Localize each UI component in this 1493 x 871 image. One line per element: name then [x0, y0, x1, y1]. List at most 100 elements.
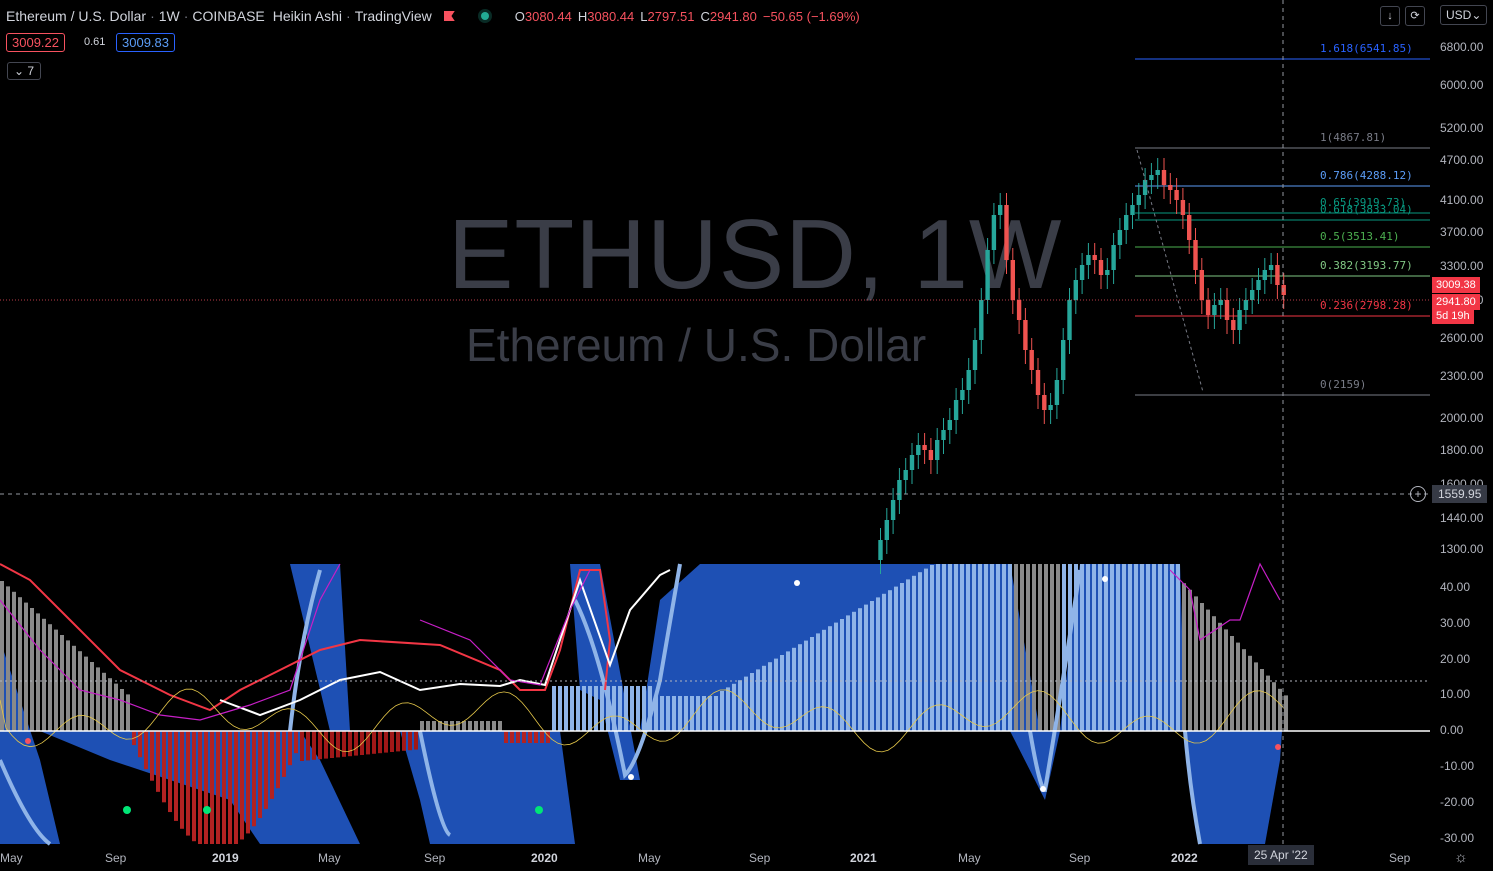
histogram-bar: [618, 686, 622, 731]
histogram-bar: [402, 731, 406, 751]
histogram-bar: [1224, 629, 1228, 731]
candle-body: [1105, 270, 1110, 275]
histogram-bar: [330, 731, 334, 758]
candle-body: [1016, 300, 1022, 320]
histogram-bar: [1068, 564, 1072, 731]
watermark-symbol: ETHUSD, 1W: [448, 199, 1063, 309]
histogram-bar: [354, 731, 358, 756]
histogram-bar: [1014, 564, 1018, 731]
add-alert-icon[interactable]: +: [1410, 486, 1426, 502]
histogram-bar: [1062, 564, 1066, 731]
histogram-bar: [108, 678, 112, 731]
oscillator-tick-label: -10.00: [1440, 759, 1475, 773]
histogram-bar: [1080, 564, 1084, 731]
candle-body: [1061, 340, 1066, 380]
histogram-bar: [480, 721, 484, 731]
histogram-bar: [24, 602, 28, 731]
currency-select[interactable]: USD⌄: [1440, 5, 1488, 25]
histogram-bar: [312, 731, 316, 760]
histogram-bar: [870, 601, 874, 731]
histogram-bar: [606, 686, 610, 731]
histogram-bar: [846, 615, 850, 731]
separator: ·: [150, 8, 155, 24]
price-tick-label: 2600.00: [1440, 331, 1484, 345]
histogram-bar: [636, 686, 640, 731]
histogram-bar: [156, 731, 160, 792]
price-tick-label: 3700.00: [1440, 225, 1484, 239]
histogram-bar: [558, 686, 562, 731]
histogram-bar: [474, 721, 478, 731]
interval[interactable]: 1W: [158, 8, 180, 24]
price-tick-label: 1440.00: [1440, 511, 1484, 525]
buy-button[interactable]: 3009.83: [116, 33, 175, 52]
candle-body: [953, 400, 959, 420]
signal-dot: [203, 806, 211, 814]
histogram-bar: [600, 686, 604, 731]
candle-body: [1218, 300, 1223, 305]
histogram-bar: [384, 731, 388, 753]
histogram-bar: [690, 696, 694, 731]
candle-body: [1243, 300, 1249, 310]
sell-button[interactable]: 3009.22: [6, 33, 65, 52]
histogram-bar: [1134, 564, 1138, 731]
histogram-bar: [768, 662, 772, 731]
signal-dot: [794, 580, 800, 586]
candle-body: [1281, 285, 1286, 295]
time-tick-label: 2021: [850, 851, 877, 865]
indicators-toggle-button[interactable]: ⌄ 7: [7, 62, 42, 80]
histogram-bar: [1026, 564, 1030, 731]
refresh-icon[interactable]: ⟳: [1405, 6, 1425, 26]
time-tick-label: Sep: [424, 851, 446, 865]
flag-icon[interactable]: [443, 11, 455, 21]
symbol-name[interactable]: Ethereum / U.S. Dollar: [6, 8, 147, 24]
histogram-bar: [1122, 564, 1126, 731]
histogram-bar: [144, 731, 148, 770]
candle-body: [985, 250, 990, 300]
candle-body: [960, 390, 965, 400]
histogram-bar: [282, 731, 286, 777]
histogram-bar: [954, 564, 958, 731]
histogram-bar: [1266, 675, 1270, 731]
price-tick-label: 4100.00: [1440, 193, 1484, 207]
candle-body: [966, 370, 971, 390]
source: TradingView: [354, 8, 432, 24]
histogram-bar: [432, 721, 436, 731]
price-tick-label: 2300.00: [1440, 369, 1484, 383]
oscillator-area-blue-2: [290, 564, 350, 731]
histogram-bar: [36, 613, 40, 731]
signal-dot: [1040, 786, 1046, 792]
candle-body: [878, 540, 883, 560]
signal-dot: [25, 738, 31, 744]
time-tick-label: Sep: [749, 851, 771, 865]
histogram-bar: [588, 686, 592, 731]
download-icon[interactable]: ↓: [1380, 6, 1400, 26]
histogram-bar: [546, 731, 550, 743]
histogram-bar: [1194, 596, 1198, 731]
histogram-bar: [990, 564, 994, 731]
histogram-bar: [1152, 564, 1156, 731]
histogram-bar: [84, 656, 88, 731]
oscillator-tick-label: 20.00: [1440, 652, 1471, 666]
fib-level-label: 0.786(4288.12): [1320, 169, 1413, 182]
histogram-bar: [216, 731, 220, 844]
price-candles: [878, 158, 1286, 574]
change-value: −50.65 (−1.69%): [762, 8, 860, 24]
histogram-bar: [1272, 682, 1276, 731]
candle-body: [935, 440, 940, 460]
histogram-bar: [0, 581, 4, 731]
candle-body: [1237, 310, 1242, 330]
candle-body: [1168, 185, 1173, 190]
histogram-bar: [1050, 564, 1054, 731]
histogram-bar: [120, 689, 124, 731]
histogram-bar: [624, 686, 628, 731]
histogram-bar: [654, 696, 658, 731]
low-value: 2797.51: [647, 8, 695, 24]
settings-sun-icon[interactable]: ☼: [1454, 849, 1468, 866]
histogram-bar: [498, 721, 502, 731]
candle-body: [1275, 265, 1280, 285]
histogram-bar: [492, 721, 496, 731]
histogram-bar: [348, 731, 352, 757]
histogram-bar: [234, 731, 238, 844]
histogram-bar: [912, 575, 916, 731]
